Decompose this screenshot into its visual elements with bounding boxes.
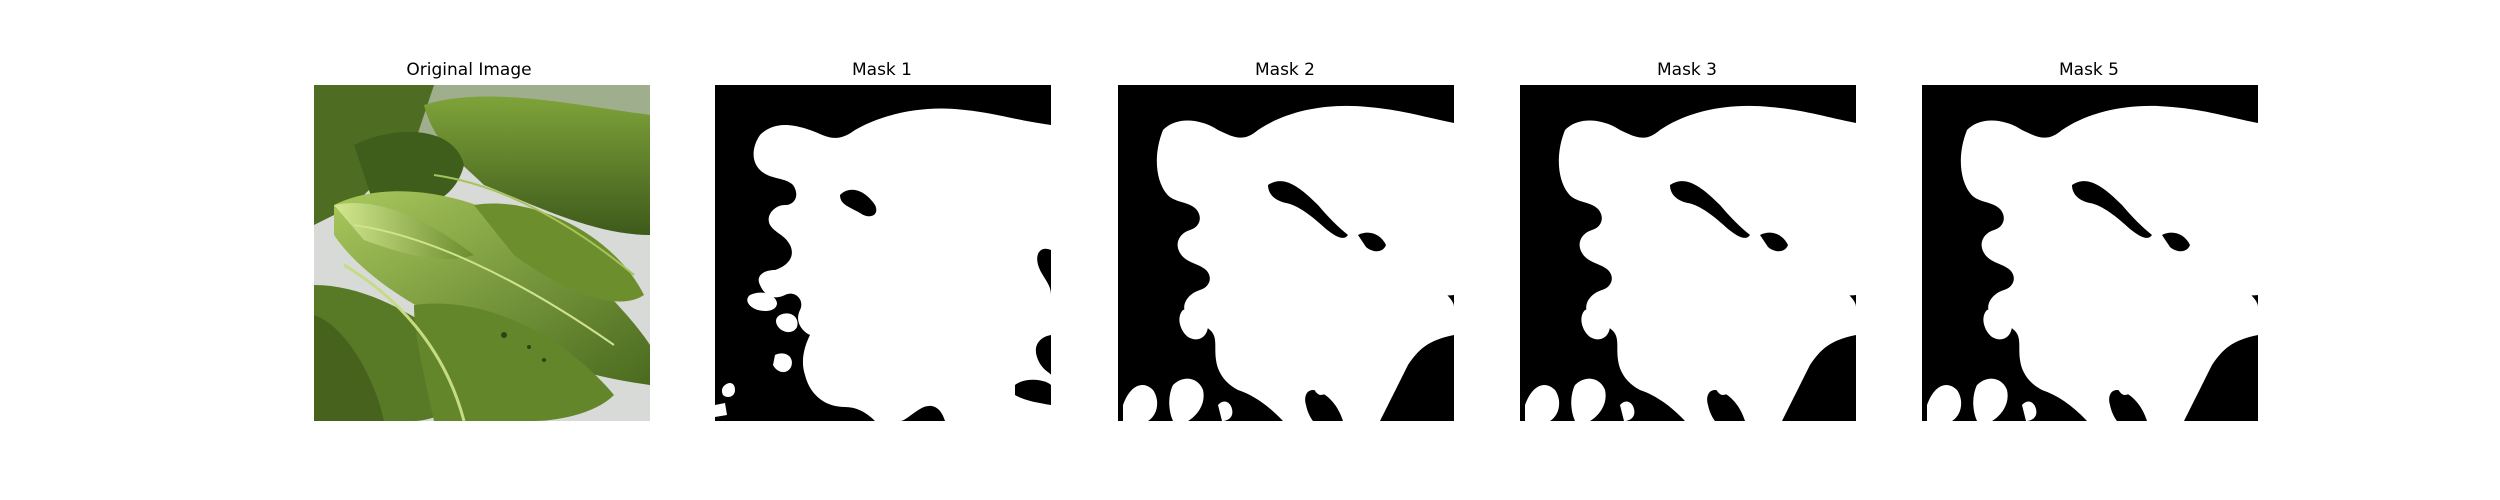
- original-image-photo: [314, 85, 650, 421]
- mask-2-shape: [1118, 85, 1454, 421]
- panel-title-mask-1: Mask 1: [851, 60, 912, 80]
- mask-5-image: [1922, 85, 2258, 421]
- mask-2-image: [1118, 85, 1454, 421]
- panel-title-original-image: Original Image: [406, 60, 532, 80]
- panel-title-mask-5: Mask 5: [2058, 60, 2119, 80]
- mask-3-shape: [1520, 85, 1856, 421]
- mask-5-shape: [1922, 85, 2258, 421]
- panel-title-mask-2: Mask 2: [1254, 60, 1315, 80]
- mask-1-shape: [715, 85, 1051, 421]
- mask-3-image: [1520, 85, 1856, 421]
- original-image: [314, 85, 650, 421]
- panel-title-mask-3: Mask 3: [1656, 60, 1717, 80]
- mask-1-image: [715, 85, 1051, 421]
